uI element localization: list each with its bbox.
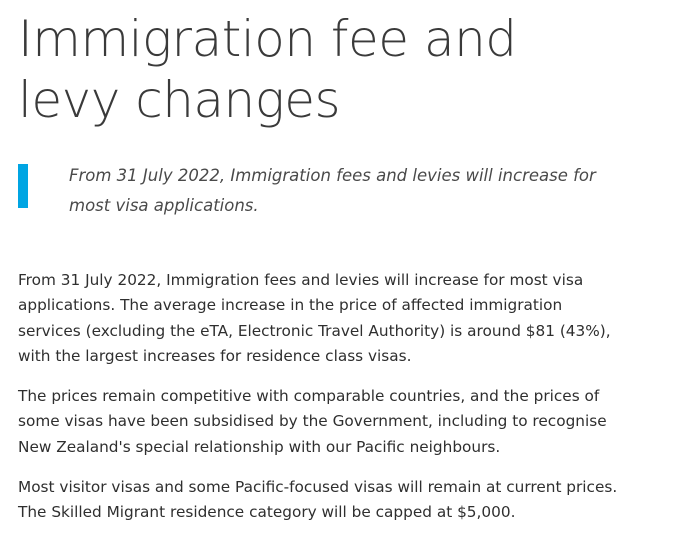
summary-callout: From 31 July 2022, Immigration fees and …	[18, 161, 638, 221]
article-body: From 31 July 2022, Immigration fees and …	[18, 268, 638, 526]
paragraph-1: From 31 July 2022, Immigration fees and …	[18, 271, 611, 365]
page-title: Immigration fee and levy changes	[18, 10, 517, 129]
summary-text: From 31 July 2022, Immigration fees and …	[69, 166, 596, 215]
article: Immigration fee and levy changes From 31…	[18, 0, 638, 541]
paragraph-2: The prices remain competitive with compa…	[18, 387, 607, 456]
paragraph-3: Most visitor visas and some Pacific-focu…	[18, 478, 618, 522]
accent-bar	[18, 164, 28, 208]
